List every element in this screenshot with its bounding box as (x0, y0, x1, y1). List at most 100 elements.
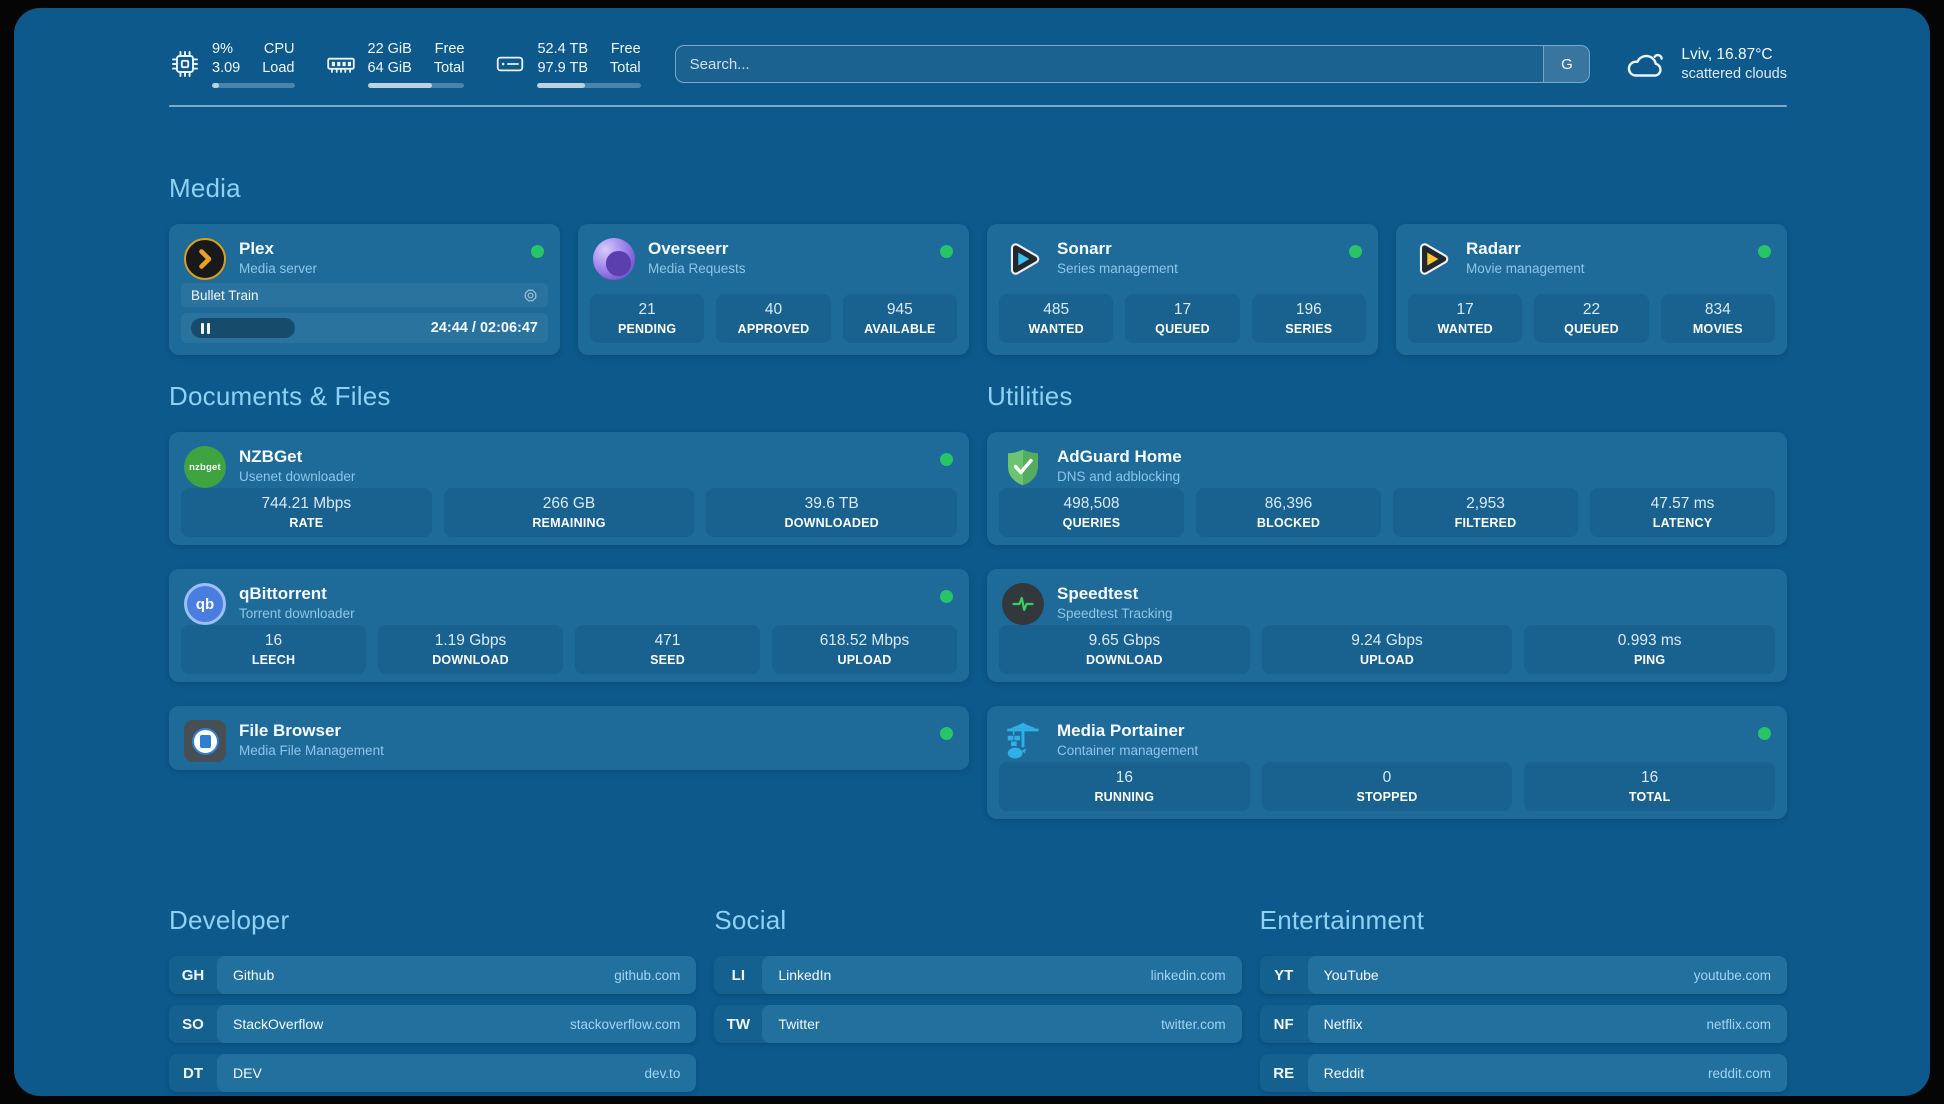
status-dot (940, 727, 953, 740)
radarr-card[interactable]: Radarr Movie management 17 WANTED 22 QUEUE… (1396, 224, 1787, 355)
status-dot (1349, 245, 1362, 258)
media-grid: Plex Media server Bullet Train 24:44 / 0… (169, 224, 1787, 355)
bookmark-abbr: NF (1273, 1015, 1294, 1033)
memory-progress-bar (367, 83, 465, 88)
memory-stat-group: 22 GiB Free 64 GiB Total (325, 40, 465, 88)
cloud-icon (1628, 53, 1664, 77)
stat-box: 0 STOPPED (1261, 762, 1513, 811)
overseerr-card[interactable]: Overseerr Media Requests 21 PENDING 40 APP… (578, 224, 969, 355)
stat-box: 1.19 Gbps DOWNLOAD (378, 625, 563, 674)
speedtest-card[interactable]: Speedtest Speedtest Tracking 9.65 Gbps DO… (987, 569, 1787, 682)
radarr-icon (1411, 238, 1453, 280)
speedtest-icon (1002, 583, 1044, 625)
bookmark-domain: github.com (614, 967, 681, 983)
bookmark-netflix[interactable]: NF Netflix netflix.com (1259, 1005, 1787, 1043)
bookmark-stackoverflow[interactable]: SO StackOverflow stackoverflow.com (169, 1005, 697, 1043)
search-input[interactable] (675, 46, 1544, 82)
bookmark-abbr: YT (1274, 966, 1294, 984)
nzbget-card[interactable]: nzbget NZBGet Usenet downloader 744.21 M… (169, 432, 969, 545)
social-bookmarks: Social LI LinkedIn linkedin.com TW Twitte… (714, 905, 1242, 1092)
memory-total-value: 64 GiB (367, 60, 412, 76)
utilities-section-title: Utilities (987, 381, 1073, 411)
nzbget-icon: nzbget (184, 446, 226, 488)
storage-progress-bar (537, 83, 641, 88)
stat-box: 39.6 TB DOWNLOADED (706, 488, 957, 537)
stat-box: 16 TOTAL (1524, 762, 1775, 811)
stat-box: 945 AVAILABLE (842, 294, 957, 343)
search-engine-button[interactable]: G (1543, 46, 1590, 82)
storage-total-label: Total (610, 60, 641, 76)
bookmark-dev[interactable]: DT DEV dev.to (169, 1054, 697, 1092)
memory-free-label: Free (434, 41, 465, 57)
portainer-icon (1002, 720, 1044, 762)
developer-section-title: Developer (169, 905, 290, 935)
weather-condition: scattered clouds (1681, 65, 1787, 82)
load-label: Load (262, 60, 295, 76)
stat-box: 498,508 QUERIES (999, 488, 1184, 537)
bookmark-github[interactable]: GH Github github.com (169, 956, 697, 994)
bookmark-name: Netflix (1323, 1016, 1363, 1032)
bookmark-reddit[interactable]: RE Reddit reddit.com (1259, 1054, 1787, 1092)
developer-bookmarks: Developer GH Github github.com SO StackOv… (169, 905, 697, 1092)
sonarr-icon (1002, 238, 1044, 280)
bookmark-name: YouTube (1323, 967, 1379, 983)
ram-icon (326, 57, 355, 73)
memory-free-value: 22 GiB (367, 41, 412, 57)
bookmark-youtube[interactable]: YT YouTube youtube.com (1259, 956, 1787, 994)
status-dot (531, 245, 544, 258)
bookmark-abbr: SO (182, 1015, 204, 1033)
cpu-load-value: 3.09 (212, 60, 241, 76)
filebrowser-icon (184, 720, 226, 762)
stat-box: 40 APPROVED (716, 294, 831, 343)
pause-button[interactable] (191, 318, 295, 338)
cpu-label: CPU (263, 41, 295, 57)
bookmark-domain: netflix.com (1706, 1016, 1771, 1032)
stat-box: 618.52 Mbps UPLOAD (772, 625, 957, 674)
app-subtitle: DNS and adblocking (1057, 469, 1181, 484)
filebrowser-card[interactable]: File Browser Media File Management (169, 706, 969, 770)
app-title: Overseerr (648, 239, 729, 258)
app-subtitle: Container management (1057, 743, 1199, 758)
top-bar: 9% CPU 3.09 Load (169, 40, 1787, 88)
bookmark-name: Github (233, 967, 275, 983)
bookmark-domain: reddit.com (1707, 1065, 1771, 1081)
qbittorrent-card[interactable]: qb qBittorrent Torrent downloader 16 LEEC… (169, 569, 969, 682)
storage-total-value: 97.9 TB (537, 60, 589, 76)
bookmark-domain: dev.to (644, 1065, 681, 1081)
memory-total-label: Total (433, 60, 465, 76)
bookmark-abbr: LI (731, 966, 745, 984)
entertainment-section-title: Entertainment (1259, 905, 1425, 935)
stat-box: 2,953 FILTERED (1393, 488, 1578, 537)
app-subtitle: Movie management (1466, 261, 1585, 276)
app-title: qBittorrent (239, 584, 327, 603)
app-subtitle: Media Requests (648, 261, 746, 276)
bookmark-domain: youtube.com (1693, 967, 1771, 983)
bookmark-name: StackOverflow (233, 1016, 324, 1032)
app-subtitle: Usenet downloader (239, 469, 356, 484)
portainer-card[interactable]: Media Portainer Container management 16 R… (987, 706, 1787, 819)
bookmark-twitter[interactable]: TW Twitter twitter.com (714, 1005, 1242, 1043)
adguard-card[interactable]: AdGuard Home DNS and adblocking 498,508 Q… (987, 432, 1787, 545)
entertainment-bookmarks: Entertainment YT YouTube youtube.com NF N… (1259, 905, 1787, 1092)
bookmark-name: LinkedIn (778, 967, 832, 983)
stat-box: 9.24 Gbps UPLOAD (1261, 625, 1513, 674)
documents-column: Documents & Files nzbget NZBGet Usenet d… (169, 381, 969, 843)
weather-location-temp: Lviv, 16.87°C (1681, 45, 1773, 63)
bookmark-linkedin[interactable]: LI LinkedIn linkedin.com (714, 956, 1242, 994)
plex-card[interactable]: Plex Media server Bullet Train 24:44 / 0… (169, 224, 560, 355)
qbittorrent-icon: qb (184, 583, 226, 625)
app-title: NZBGet (239, 447, 303, 466)
stat-box: 22 QUEUED (1534, 294, 1649, 343)
stat-box: 196 SERIES (1251, 294, 1366, 343)
app-subtitle: Torrent downloader (239, 606, 355, 621)
now-playing-row: Bullet Train (181, 283, 548, 307)
sonarr-card[interactable]: Sonarr Series management 485 WANTED 17 QUE… (987, 224, 1378, 355)
cpu-icon (172, 51, 198, 77)
app-title: Media Portainer (1057, 721, 1185, 740)
session-settings-icon[interactable] (523, 288, 538, 303)
app-subtitle: Speedtest Tracking (1057, 606, 1173, 621)
bookmark-abbr: DT (183, 1064, 203, 1082)
stat-box: 744.21 Mbps RATE (181, 488, 432, 537)
bookmark-name: Reddit (1323, 1065, 1365, 1081)
